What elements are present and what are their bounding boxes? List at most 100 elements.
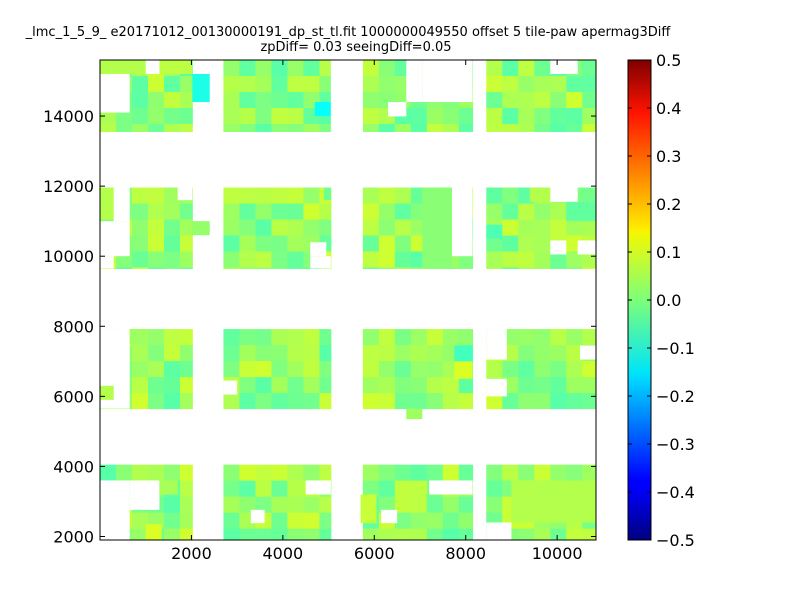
heatmap-cell: [502, 219, 519, 237]
heatmap-cell: [148, 108, 165, 125]
heatmap-cell: [454, 345, 473, 362]
heatmap-cell: [148, 267, 165, 269]
heatmap-cell: [255, 377, 272, 394]
heatmap-cell: [378, 60, 396, 77]
heatmap-cell: [378, 329, 396, 346]
heatmap-cell: [410, 329, 428, 346]
heatmap-cell: [566, 201, 596, 222]
heatmap-cell: [518, 528, 535, 540]
empty-cell: [550, 60, 578, 75]
heatmap-cell: [566, 92, 583, 109]
heatmap-cell: [319, 124, 332, 132]
heatmap-cell: [319, 203, 332, 221]
heatmap-cell: [360, 494, 377, 524]
heatmap-cell: [410, 345, 428, 362]
heatmap-cell: [502, 92, 519, 109]
heatmap-cell: [180, 361, 193, 378]
heatmap-cell: [287, 512, 304, 530]
heatmap-cell: [362, 92, 380, 109]
heatmap-cell: [502, 203, 519, 221]
heatmap-cell: [442, 528, 460, 540]
heatmap-cell: [180, 108, 193, 125]
heatmap-cell: [458, 377, 474, 394]
heatmap-cell: [319, 496, 332, 514]
heatmap-cell: [458, 267, 474, 269]
heatmap-cell: [255, 528, 272, 540]
heatmap-cell: [239, 219, 256, 237]
heatmap-cell: [303, 361, 320, 378]
empty-cell: [388, 102, 407, 117]
heatmap-cell: [502, 361, 519, 378]
heatmap-cell: [518, 361, 535, 378]
heatmap-cell: [239, 361, 256, 378]
heatmap-cell: [550, 124, 567, 132]
heatmap-cell: [502, 267, 519, 269]
heatmap-cell: [164, 464, 181, 482]
heatmap-cell: [426, 393, 444, 410]
heatmap-cell: [319, 512, 332, 530]
heatmap-cell: [164, 251, 181, 269]
heatmap-cell: [303, 496, 320, 514]
heatmap-cell: [132, 76, 149, 93]
heatmap-cell: [458, 124, 474, 132]
heatmap-cell: [529, 187, 551, 202]
heatmap-cell: [534, 219, 551, 237]
heatmap-cell: [550, 219, 567, 237]
heatmap-cell: [148, 187, 165, 205]
heatmap-cell: [518, 219, 535, 237]
heatmap-cell: [132, 251, 149, 269]
heatmap-cell: [239, 345, 256, 362]
heatmap-cell: [394, 329, 412, 346]
empty-cell: [580, 345, 596, 360]
heatmap-cell: [148, 393, 165, 410]
heatmap-cell: [534, 377, 551, 394]
heatmap-cell: [378, 235, 396, 253]
heatmap-cell: [394, 512, 412, 530]
heatmap-cell: [271, 512, 288, 530]
heatmap-cell: [582, 187, 596, 205]
empty-cell: [486, 329, 507, 346]
heatmap-cell: [378, 528, 396, 540]
heatmap-cell: [223, 60, 240, 77]
heatmap-cell: [566, 361, 583, 378]
heatmap-cell: [410, 108, 428, 125]
x-axis: 2000 4000 6000 8000 10000: [171, 60, 583, 563]
y-tick-label: 6000: [53, 387, 94, 406]
heatmap-cell: [394, 480, 412, 498]
heatmap-cell: [534, 345, 551, 362]
heatmap-cell: [550, 76, 567, 93]
heatmap-cell: [442, 124, 460, 132]
heatmap-cell: [518, 124, 535, 132]
heatmap-cell: [518, 345, 535, 362]
heatmap-cell: [394, 187, 412, 205]
heatmap-cell: [223, 108, 240, 125]
heatmap-cell: [550, 361, 567, 378]
heatmap-cell: [303, 219, 320, 237]
heatmap-cell: [394, 496, 412, 514]
heatmap-cell: [550, 345, 567, 362]
heatmap-cell: [550, 251, 567, 269]
heatmap-cell: [486, 124, 503, 132]
heatmap-cell: [180, 496, 193, 514]
heatmap-cell: [180, 267, 193, 269]
heatmap-cell: [148, 329, 165, 346]
heatmap-cell: [239, 203, 256, 221]
heatmap-cell: [486, 92, 503, 109]
heatmap-cell: [518, 267, 535, 269]
heatmap-cell: [132, 235, 149, 253]
heatmap-cell: [148, 361, 165, 378]
heatmap-cell: [287, 235, 304, 253]
heatmap-cell: [132, 512, 149, 530]
heatmap-cell: [566, 76, 583, 93]
heatmap-cell: [362, 393, 380, 410]
heatmap-cell: [271, 235, 288, 253]
heatmap-cell: [518, 377, 535, 394]
heatmap-cell: [426, 528, 444, 540]
empty-cell: [310, 242, 327, 257]
heatmap-cell: [394, 345, 412, 362]
heatmap-cell: [239, 393, 256, 410]
heatmap-cell: [534, 92, 551, 109]
heatmap-cell: [180, 377, 193, 394]
heatmap-cell: [410, 528, 428, 540]
